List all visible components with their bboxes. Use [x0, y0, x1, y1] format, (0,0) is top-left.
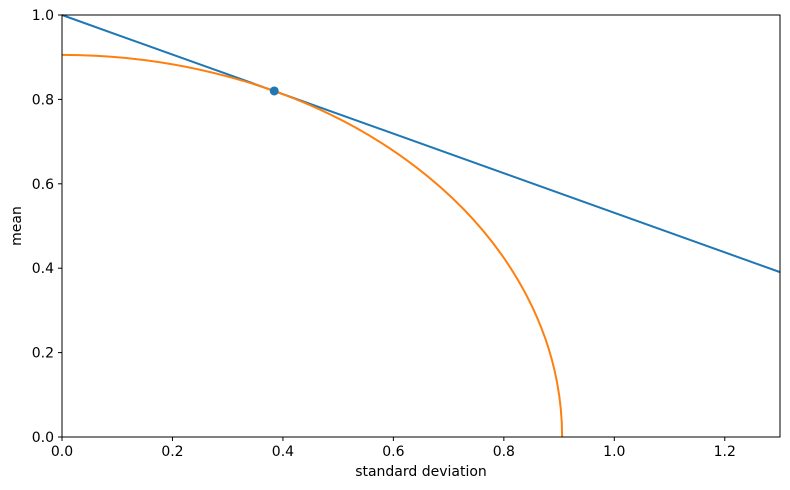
x-tick-label: 0.2 — [161, 444, 183, 460]
plot-series — [61, 14, 781, 438]
x-tick-label: 0.4 — [272, 444, 294, 460]
tangency-point-marker — [269, 86, 279, 96]
x-axis-label: standard deviation — [355, 464, 487, 480]
y-axis-ticks: 0.0 0.2 0.4 0.6 0.8 1.0 — [32, 8, 62, 446]
y-tick-label: 0.0 — [32, 430, 54, 446]
x-tick-label: 1.2 — [714, 444, 736, 460]
y-tick-label: 1.0 — [32, 8, 54, 24]
x-tick-label: 0.6 — [382, 444, 404, 460]
blue-tangent-line-series — [61, 14, 781, 274]
y-tick-label: 0.8 — [32, 92, 54, 108]
x-tick-label: 1.0 — [603, 444, 625, 460]
plot-border — [61, 14, 781, 438]
y-tick-label: 0.2 — [32, 346, 54, 362]
x-tick-label: 0.0 — [51, 444, 73, 460]
y-tick-label: 0.6 — [32, 177, 54, 193]
y-tick-label: 0.4 — [32, 261, 54, 277]
x-tick-label: 0.8 — [493, 444, 515, 460]
orange-frontier-curve-series — [61, 53, 564, 438]
x-axis-ticks: 0.0 0.2 0.4 0.6 0.8 1.0 1.2 — [51, 437, 736, 460]
y-axis-label: mean — [9, 206, 25, 246]
